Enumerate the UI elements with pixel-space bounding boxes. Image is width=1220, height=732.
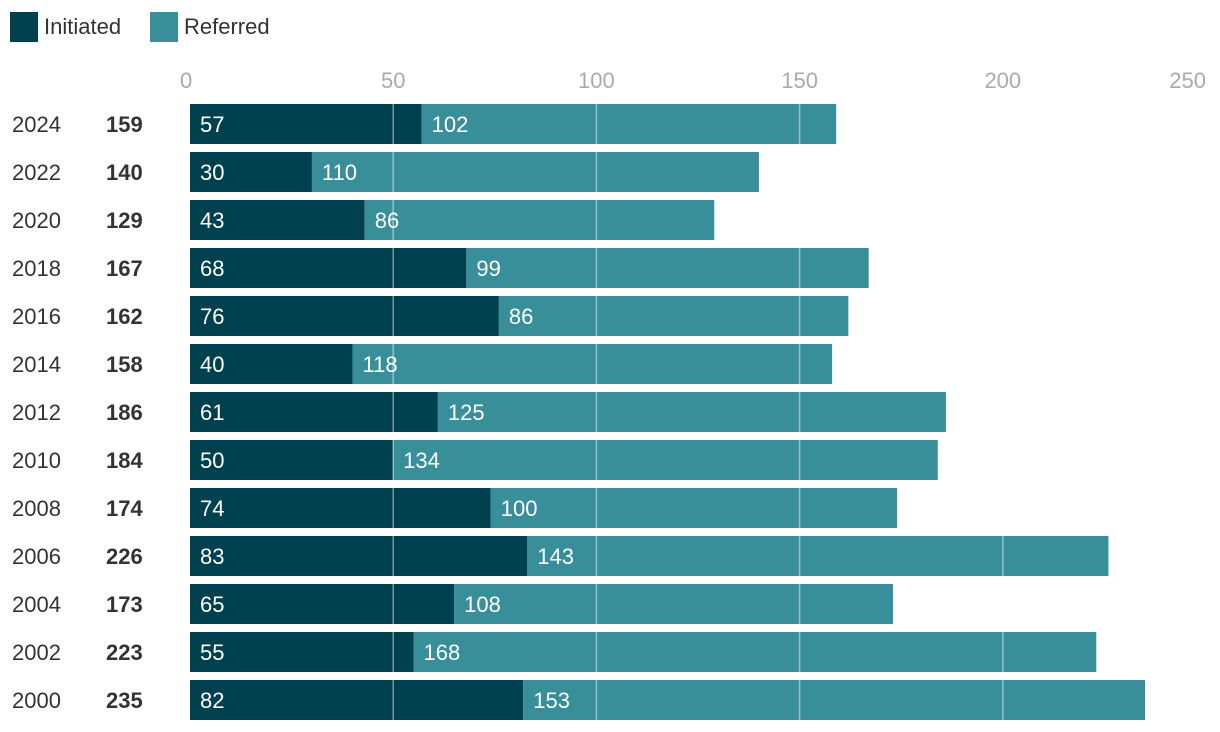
bar-referred-2006 — [527, 536, 1109, 576]
category-label: 2010 — [12, 448, 61, 473]
bar-initiated-2002 — [190, 632, 414, 672]
bar-initiated-2000 — [190, 680, 524, 720]
bar-value-label: 125 — [448, 400, 485, 425]
x-axis: 0 50 100 150 200 250 — [180, 68, 1206, 93]
bar-value-label: 118 — [363, 352, 398, 377]
legend-swatch-initiated — [10, 12, 38, 42]
legend: Initiated Referred — [10, 12, 270, 42]
total-label: 158 — [106, 352, 143, 377]
total-label: 184 — [106, 448, 143, 473]
bar-value-label: 86 — [509, 304, 533, 329]
bar-value-label: 143 — [537, 544, 574, 569]
total-label: 186 — [106, 400, 143, 425]
bar-referred-2000 — [523, 680, 1146, 720]
bar-referred-2012 — [437, 392, 946, 432]
legend-label-referred: Referred — [184, 14, 270, 39]
bar-initiated-2012 — [190, 392, 438, 432]
bar-value-label: 102 — [432, 112, 469, 137]
bar-value-label: 82 — [200, 688, 224, 713]
bar-referred-2024 — [421, 104, 837, 144]
bars — [190, 104, 1146, 720]
bar-value-label: 57 — [200, 112, 224, 137]
bar-referred-2018 — [466, 248, 869, 288]
bar-initiated-2024 — [190, 104, 422, 144]
total-label: 162 — [106, 304, 143, 329]
total-label: 167 — [106, 256, 143, 281]
total-label: 226 — [106, 544, 143, 569]
x-tick-label: 200 — [984, 68, 1021, 93]
category-label: 2008 — [12, 496, 61, 521]
labels: 57 102 2024 159 30 110 2022 140 43 86 2020 129 68 99 2… — [12, 112, 574, 713]
bar-value-label: 65 — [200, 592, 224, 617]
category-label: 2004 — [12, 592, 61, 617]
bar-value-label: 99 — [476, 256, 500, 281]
bar-initiated-2010 — [190, 440, 394, 480]
bar-value-label: 40 — [200, 352, 224, 377]
bar-value-label: 134 — [403, 448, 440, 473]
bar-value-label: 110 — [322, 160, 357, 185]
legend-swatch-referred — [150, 12, 178, 42]
category-label: 2012 — [12, 400, 61, 425]
category-label: 2022 — [12, 160, 61, 185]
bar-value-label: 68 — [200, 256, 224, 281]
x-tick-label: 50 — [381, 68, 405, 93]
bar-value-label: 55 — [200, 640, 224, 665]
bar-value-label: 168 — [424, 640, 461, 665]
bar-initiated-2006 — [190, 536, 528, 576]
bar-referred-2020 — [364, 200, 715, 240]
x-tick-label: 0 — [180, 68, 192, 93]
total-label: 129 — [106, 208, 143, 233]
bar-initiated-2020 — [190, 200, 365, 240]
total-label: 235 — [106, 688, 143, 713]
bar-referred-2010 — [393, 440, 938, 480]
bar-initiated-2022 — [190, 152, 312, 192]
bar-referred-2008 — [490, 488, 898, 528]
bar-value-label: 43 — [200, 208, 224, 233]
x-tick-label: 150 — [781, 68, 818, 93]
bar-referred-2004 — [454, 584, 894, 624]
total-label: 140 — [106, 160, 143, 185]
bar-value-label: 50 — [200, 448, 224, 473]
category-label: 2016 — [12, 304, 61, 329]
bar-value-label: 76 — [200, 304, 224, 329]
x-tick-label: 100 — [578, 68, 615, 93]
bar-initiated-2004 — [190, 584, 455, 624]
bar-value-label: 86 — [375, 208, 399, 233]
total-label: 173 — [106, 592, 143, 617]
total-label: 174 — [106, 496, 143, 521]
total-label: 223 — [106, 640, 143, 665]
x-tick-label: 250 — [1169, 68, 1206, 93]
bar-value-label: 74 — [200, 496, 224, 521]
bar-referred-2014 — [352, 344, 833, 384]
category-label: 2014 — [12, 352, 61, 377]
category-label: 2002 — [12, 640, 61, 665]
category-label: 2020 — [12, 208, 61, 233]
bar-referred-2022 — [311, 152, 759, 192]
category-label: 2024 — [12, 112, 61, 137]
gridlines — [392, 104, 1207, 720]
bar-referred-2002 — [413, 632, 1097, 672]
bar-initiated-2018 — [190, 248, 467, 288]
category-label: 2000 — [12, 688, 61, 713]
category-label: 2018 — [12, 256, 61, 281]
bar-initiated-2008 — [190, 488, 491, 528]
bar-value-label: 83 — [200, 544, 224, 569]
bar-initiated-2014 — [190, 344, 353, 384]
bar-initiated-2016 — [190, 296, 499, 336]
bar-value-label: 61 — [200, 400, 224, 425]
bar-value-label: 100 — [501, 496, 538, 521]
bar-referred-2016 — [498, 296, 849, 336]
bar-value-label: 153 — [533, 688, 570, 713]
category-label: 2006 — [12, 544, 61, 569]
bar-value-label: 108 — [464, 592, 501, 617]
bar-value-label: 30 — [200, 160, 224, 185]
legend-label-initiated: Initiated — [44, 14, 121, 39]
total-label: 159 — [106, 112, 143, 137]
